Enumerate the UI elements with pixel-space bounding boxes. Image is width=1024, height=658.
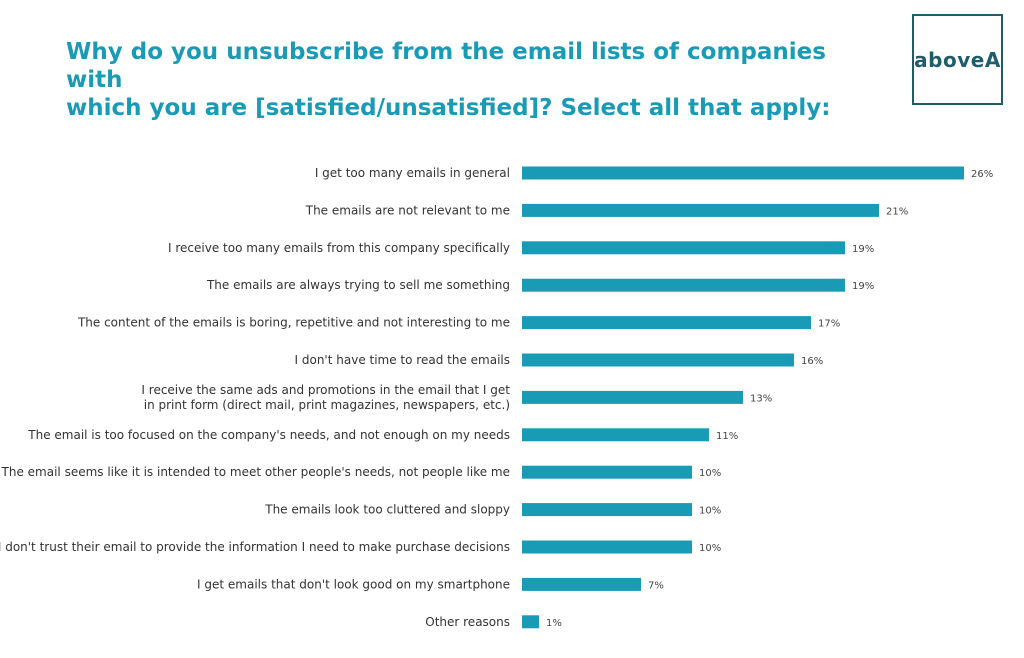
value-label-9: 10% xyxy=(699,506,721,517)
value-label-4: 17% xyxy=(818,319,840,330)
category-label-5: I don't have time to read the emails xyxy=(295,353,510,367)
chart-title-line-1: Why do you unsubscribe from the email li… xyxy=(66,39,826,93)
chart-title-line-2: which you are [satisfied/unsatisfied]? S… xyxy=(66,95,831,121)
value-label-11: 7% xyxy=(648,580,664,591)
bar-0 xyxy=(522,166,964,180)
bar-8 xyxy=(522,465,692,479)
category-label-4: The content of the emails is boring, rep… xyxy=(77,316,510,330)
value-label-6: 13% xyxy=(750,393,772,404)
category-label-11: I get emails that don't look good on my … xyxy=(197,577,510,591)
bar-7 xyxy=(522,428,709,442)
category-label-1: The emails are not relevant to me xyxy=(305,203,510,217)
value-label-3: 19% xyxy=(852,281,874,292)
bar-9 xyxy=(522,503,692,517)
bar-12 xyxy=(522,615,539,629)
bar-11 xyxy=(522,577,641,591)
value-label-0: 26% xyxy=(971,169,993,180)
category-label-0: I get too many emails in general xyxy=(315,166,510,180)
category-label-7: The email is too focused on the company'… xyxy=(27,428,510,442)
category-label-8: The email seems like it is intended to m… xyxy=(1,465,510,479)
value-label-1: 21% xyxy=(886,206,908,217)
category-label-12: Other reasons xyxy=(425,615,510,629)
category-label-3: The emails are always trying to sell me … xyxy=(206,278,510,292)
bar-1 xyxy=(522,203,879,217)
value-label-5: 16% xyxy=(801,356,823,367)
bar-4 xyxy=(522,316,811,330)
bar-6 xyxy=(522,390,743,404)
value-label-2: 19% xyxy=(852,244,874,255)
category-label-6-line-1: in print form (direct mail, print magazi… xyxy=(144,398,510,412)
bar-10 xyxy=(522,540,692,554)
bar-5 xyxy=(522,353,794,367)
brand-logo: aboveA xyxy=(912,14,1003,105)
value-label-12: 1% xyxy=(546,618,562,629)
category-label-10: I don't trust their email to provide the… xyxy=(0,540,510,554)
brand-logo-text: aboveA xyxy=(914,47,1001,72)
bar-2 xyxy=(522,241,845,255)
value-label-8: 10% xyxy=(699,468,721,479)
value-label-10: 10% xyxy=(699,543,721,554)
bar-3 xyxy=(522,278,845,292)
category-label-2: I receive too many emails from this comp… xyxy=(168,241,510,255)
value-label-7: 11% xyxy=(716,431,738,442)
category-label-6-line-0: I receive the same ads and promotions in… xyxy=(141,383,510,397)
chart-title: Why do you unsubscribe from the email li… xyxy=(66,38,886,122)
category-label-9: The emails look too cluttered and sloppy xyxy=(264,503,510,517)
